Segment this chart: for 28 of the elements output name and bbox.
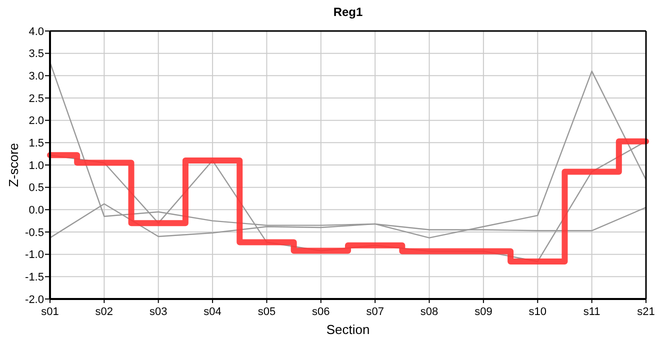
y-tick-label: 1.0	[28, 160, 44, 172]
x-tick-label: s09	[474, 306, 492, 318]
x-tick-label: s10	[528, 306, 547, 318]
x-tick-label: s04	[204, 306, 222, 318]
y-tick-label: 0.0	[28, 204, 44, 217]
y-tick-label: 1.5	[28, 138, 44, 150]
y-tick-label: 4.0	[28, 26, 44, 38]
x-tick-label: s08	[420, 306, 438, 318]
chart-title: Reg1	[333, 5, 363, 19]
y-tick-label: -1.0	[25, 249, 44, 262]
y-tick-label: -0.5	[25, 226, 44, 239]
x-tick-label: s07	[366, 306, 384, 318]
y-axis-title: Z-score	[6, 142, 21, 188]
y-tick-label: -1.5	[25, 272, 44, 284]
y-tick-label: -2.0	[25, 294, 44, 306]
x-axis-title: Section	[326, 322, 370, 337]
x-tick-label: s03	[149, 306, 168, 318]
y-tick-label: 3.0	[28, 70, 44, 83]
x-tick-label: s02	[95, 306, 114, 318]
y-tick-label: 3.5	[28, 48, 44, 60]
x-tick-label: s06	[312, 306, 330, 318]
x-tick-label: s21	[637, 306, 655, 318]
x-tick-label: s11	[583, 306, 600, 318]
y-tick-label: 0.5	[28, 182, 44, 194]
x-tick-label: s01	[41, 306, 59, 318]
y-tick-label: 2.0	[28, 115, 44, 128]
y-tick-label: 2.5	[28, 92, 44, 105]
x-tick-label: s05	[258, 306, 276, 318]
